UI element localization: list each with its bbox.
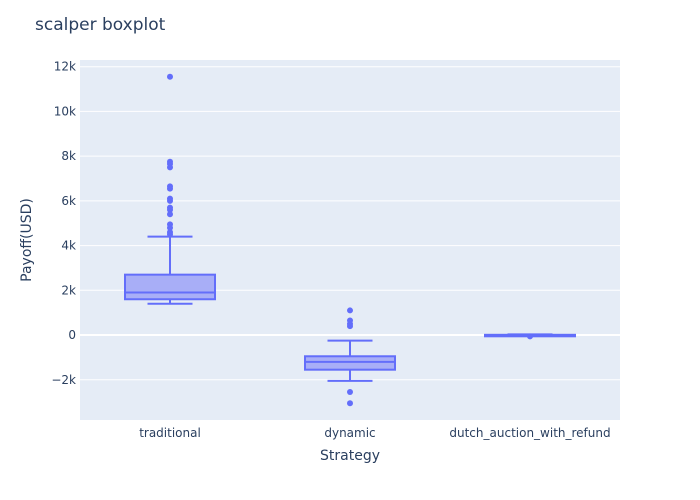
outlier-point: [167, 211, 173, 218]
chart-title: scalper boxplot: [35, 15, 166, 35]
outlier-point: [167, 224, 173, 231]
box-traditional: [124, 73, 216, 305]
box-iqr: [124, 273, 216, 301]
x-tick-label: dynamic: [324, 426, 375, 440]
y-tick-label: 6k: [61, 194, 76, 208]
outlier-point: [347, 307, 353, 314]
x-axis-label: Strategy: [320, 448, 380, 464]
x-tick-label: dutch_auction_with_refund: [449, 426, 610, 440]
box-iqr: [304, 355, 396, 371]
outlier-point: [167, 231, 173, 238]
outlier-point: [167, 206, 173, 213]
y-tick-label: 4k: [61, 239, 76, 253]
outlier-point: [347, 400, 353, 407]
y-tick-label: 0: [68, 328, 76, 342]
outlier-point: [347, 389, 353, 396]
x-axis-ticks: traditional dynamic dutch_auction_with_ref…: [139, 426, 610, 440]
y-tick-label: 12k: [54, 60, 76, 74]
y-tick-label: 10k: [54, 104, 76, 118]
outlier-point: [167, 185, 173, 192]
outlier-point: [167, 164, 173, 171]
box-dynamic: [304, 307, 396, 407]
outlier-point: [167, 197, 173, 204]
outlier-point: [527, 333, 533, 340]
x-tick-label: traditional: [139, 426, 201, 440]
outlier-point: [347, 323, 353, 330]
y-axis-ticks: 12k 10k 8k 6k 4k 2k 0 −2k: [51, 60, 76, 387]
y-axis-label: Payoff(USD): [19, 198, 35, 282]
boxes: [124, 73, 576, 407]
box-dutch_auction_with_refund: [484, 333, 576, 340]
y-tick-label: 8k: [61, 149, 76, 163]
y-tick-label: 2k: [61, 283, 76, 297]
outlier-point: [167, 73, 173, 80]
y-tick-label: −2k: [51, 373, 76, 387]
